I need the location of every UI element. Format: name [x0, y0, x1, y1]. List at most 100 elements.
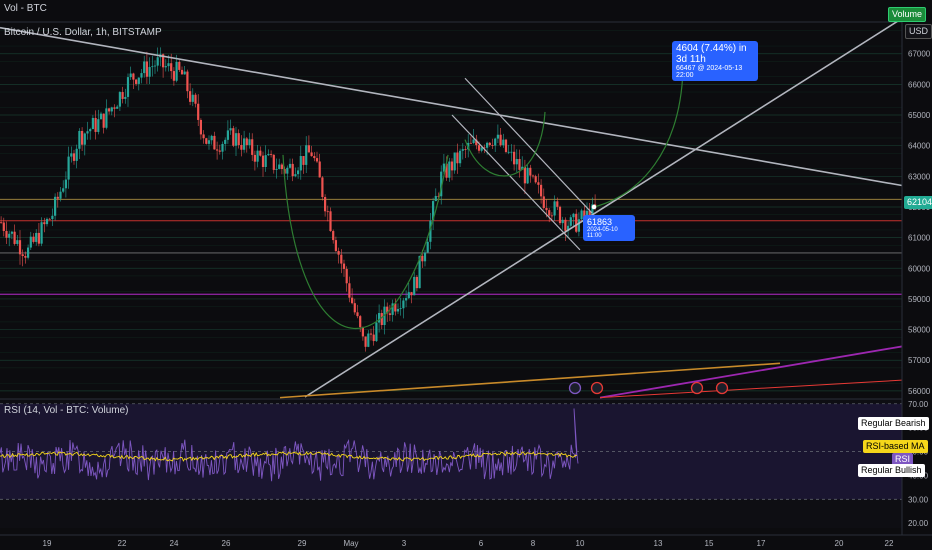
candle	[224, 139, 227, 144]
candle	[13, 231, 16, 244]
candle	[418, 255, 421, 289]
candle	[170, 63, 173, 72]
candle	[129, 73, 132, 78]
price-tick-label: 63000	[908, 172, 931, 181]
target-callout[interactable]: 4604 (7.44%) in 3d 11h 66467 @ 2024-05-1…	[672, 41, 758, 81]
cup-curve	[282, 154, 449, 329]
candle	[180, 69, 184, 75]
lightning-icon	[568, 381, 582, 395]
time-tick-label: 19	[43, 539, 52, 548]
rsi-pane	[0, 398, 902, 528]
candle	[356, 312, 359, 317]
candle	[351, 297, 354, 304]
time-tick-label: 8	[531, 539, 536, 548]
candle	[359, 316, 362, 328]
candles	[0, 47, 597, 352]
candle	[278, 164, 281, 169]
candle	[202, 134, 205, 139]
candle	[108, 108, 111, 112]
rsi-tick-label: 30.00	[908, 495, 929, 504]
candle	[221, 143, 224, 152]
candle	[186, 71, 189, 92]
candle	[337, 250, 340, 255]
currency-label[interactable]: USD	[905, 24, 932, 39]
candle	[405, 298, 408, 301]
candle	[91, 117, 94, 130]
candle	[450, 161, 454, 171]
candle	[18, 240, 22, 255]
candle	[575, 213, 578, 232]
candle	[81, 130, 84, 145]
legend-rsi: RSI	[892, 453, 914, 466]
candle	[480, 147, 483, 151]
candle	[194, 94, 197, 104]
candle	[153, 65, 157, 67]
projection-curve	[593, 70, 684, 208]
candle	[24, 255, 27, 258]
candle	[380, 313, 383, 326]
candle	[43, 222, 46, 225]
candle	[445, 163, 448, 178]
candle	[494, 138, 497, 146]
start-callout[interactable]: 61863 2024-05-10 11:00	[583, 215, 635, 241]
candle	[367, 333, 370, 347]
candle	[226, 130, 229, 140]
candle	[94, 117, 97, 132]
candle	[453, 152, 456, 171]
candle	[513, 151, 516, 165]
candle	[89, 129, 92, 132]
candle	[205, 138, 208, 144]
candle	[51, 215, 54, 220]
candle	[29, 236, 32, 248]
candle	[321, 177, 324, 198]
candle	[375, 322, 378, 342]
candle	[537, 182, 540, 185]
legend-rsi-ma: RSI-based MA	[863, 440, 928, 453]
candle	[315, 158, 319, 162]
candle	[499, 134, 502, 146]
candle	[394, 303, 397, 312]
ascending-trendline	[304, 17, 903, 398]
candle	[56, 196, 59, 199]
candle	[577, 219, 580, 232]
candle	[440, 171, 443, 197]
candle	[264, 155, 267, 167]
candle	[156, 57, 159, 66]
candle	[299, 156, 302, 171]
candle	[421, 255, 424, 262]
candle	[121, 92, 124, 99]
layout-title[interactable]: Vol - BTC	[4, 3, 47, 14]
target-change: 4604 (7.44%) in 3d 11h	[676, 43, 747, 65]
candle	[251, 139, 254, 155]
candle	[143, 61, 146, 74]
candle	[197, 103, 200, 120]
time-tick-label: 22	[118, 539, 127, 548]
candle	[302, 156, 305, 165]
drawings	[0, 17, 903, 399]
rsi-ma-line	[0, 451, 577, 462]
candle	[507, 151, 510, 153]
candle	[280, 164, 283, 170]
candle	[491, 145, 494, 146]
candle	[402, 300, 405, 309]
candle	[564, 219, 567, 231]
channel-upper-line	[464, 77, 593, 214]
candle	[332, 231, 335, 241]
candle	[178, 61, 181, 70]
candle	[10, 231, 13, 234]
candle	[253, 154, 256, 162]
candle	[213, 135, 216, 150]
horizontal-levels	[0, 198, 902, 296]
candle	[423, 252, 427, 262]
price-tick-label: 59000	[908, 295, 931, 304]
volume-badge[interactable]: Volume	[887, 7, 926, 22]
time-tick-label: 3	[402, 539, 407, 548]
time-tick-label: 22	[885, 539, 894, 548]
symbol-title[interactable]: Bitcoin / U.S. Dollar, 1h, BITSTAMP	[4, 27, 162, 38]
rsi-title[interactable]: RSI (14, Vol - BTC: Volume)	[4, 405, 129, 416]
candle	[429, 220, 432, 242]
candle	[469, 142, 472, 144]
candle	[37, 232, 40, 244]
